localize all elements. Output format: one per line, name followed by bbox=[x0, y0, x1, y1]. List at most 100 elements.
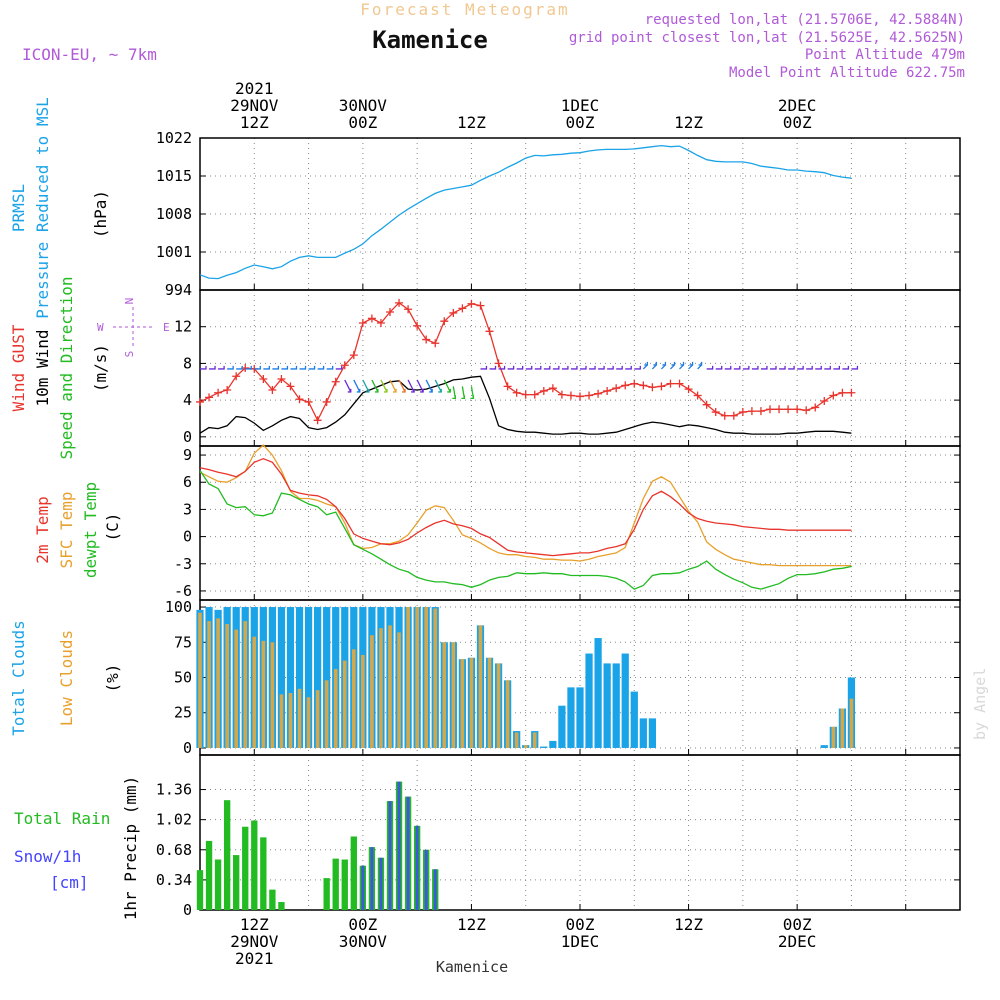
wind-direction-arrow bbox=[525, 365, 533, 370]
low-cloud-bar bbox=[523, 745, 528, 748]
gust-marker bbox=[367, 314, 376, 323]
gust-marker bbox=[557, 390, 566, 399]
temp-label: 2m Temp SFC Temp dewpt Temp bbox=[33, 482, 100, 578]
wind-direction-arrow bbox=[209, 365, 216, 370]
total-cloud-bar bbox=[603, 663, 611, 748]
rain-bar bbox=[242, 826, 249, 910]
gust-marker bbox=[521, 390, 530, 399]
snow-marker bbox=[397, 781, 401, 910]
time-label: 00Z bbox=[566, 113, 595, 132]
snow-marker bbox=[370, 847, 374, 910]
time-label: 12Z bbox=[457, 915, 486, 934]
wind-direction-arrow bbox=[461, 386, 466, 400]
y-tick-label: 4 bbox=[183, 391, 192, 409]
gust-marker bbox=[277, 375, 286, 384]
wind-direction-arrow bbox=[616, 365, 623, 370]
wind-direction-arrow bbox=[516, 365, 524, 370]
rain-bar bbox=[205, 840, 213, 910]
wind-direction-arrow bbox=[706, 365, 714, 370]
wind-direction-arrow bbox=[470, 386, 475, 400]
gust-marker bbox=[612, 384, 621, 393]
compass-n: N bbox=[123, 298, 136, 305]
panel-label: (m/s) bbox=[91, 344, 110, 392]
y-tick-label: 1008 bbox=[156, 205, 192, 223]
wind-direction-arrow bbox=[272, 365, 280, 370]
gust-marker bbox=[820, 397, 829, 406]
wind-label: Wind GUST 10m Wind Speed and Direction bbox=[9, 276, 76, 459]
wind-direction-arrow bbox=[815, 365, 822, 370]
low-cloud-bar bbox=[306, 697, 311, 748]
wind-direction-arrow bbox=[281, 365, 289, 370]
panel-label: Total Clouds bbox=[9, 620, 28, 736]
panel-label: dewpt Temp bbox=[81, 482, 100, 578]
compass-s: S bbox=[123, 351, 136, 358]
y-tick-label: -3 bbox=[174, 555, 192, 573]
wind-direction-arrow bbox=[625, 365, 632, 370]
wind-direction-arrow bbox=[724, 365, 732, 370]
wind-direction-arrow bbox=[806, 365, 813, 370]
wind-direction-arrow bbox=[326, 365, 334, 370]
gust-marker bbox=[811, 403, 820, 412]
rain-bar bbox=[350, 836, 357, 910]
low-cloud-bar bbox=[460, 659, 465, 748]
compass-cross bbox=[113, 307, 154, 348]
time-label: 00Z bbox=[348, 915, 377, 934]
panels: 994100110081015102204812-6-3036902550751… bbox=[156, 129, 961, 919]
rain-bar bbox=[251, 820, 258, 910]
gust-marker bbox=[458, 304, 467, 313]
wind-direction-arrow bbox=[245, 365, 252, 370]
wind-direction-arrow bbox=[290, 365, 298, 370]
footer-station: Kamenice bbox=[436, 958, 508, 976]
wind-direction-arrow bbox=[697, 361, 703, 370]
wind-direction-arrow bbox=[634, 365, 641, 370]
gust-marker bbox=[358, 319, 367, 328]
panel-label: 2m Temp bbox=[33, 496, 52, 563]
precip-panel: 0 0.34 0.68 1.02 1.36 bbox=[156, 754, 961, 919]
wind-direction-arrow bbox=[507, 365, 515, 370]
gust-marker bbox=[693, 391, 702, 400]
wind-direction-arrow bbox=[534, 365, 542, 370]
low-cloud-bar bbox=[388, 625, 392, 748]
snow-marker bbox=[361, 865, 365, 910]
rain-bar bbox=[260, 837, 267, 910]
wind-direction-arrow bbox=[842, 365, 850, 370]
time-label: 2021 bbox=[235, 79, 274, 98]
compass-rose: W E N S bbox=[97, 298, 170, 358]
wind-direction-arrow bbox=[380, 379, 388, 393]
rain-bar bbox=[278, 902, 285, 910]
gust-marker bbox=[331, 377, 340, 386]
total-cloud-bar bbox=[594, 638, 602, 748]
low-cloud-bar bbox=[243, 621, 248, 748]
gust-marker bbox=[322, 397, 331, 406]
y-tick-label: -6 bbox=[174, 582, 192, 600]
snow-marker bbox=[379, 857, 383, 910]
low-cloud-bar bbox=[216, 618, 220, 748]
low-cloud-bar bbox=[252, 636, 257, 748]
gust-marker bbox=[766, 405, 774, 414]
wind-direction-arrow bbox=[788, 365, 795, 370]
panel-label: Wind GUST bbox=[9, 324, 28, 411]
low-cloud-bar bbox=[352, 649, 356, 748]
wind-direction-arrow bbox=[833, 365, 840, 370]
gust-marker bbox=[747, 407, 756, 416]
wind-direction-arrow bbox=[543, 365, 551, 370]
precip-side-labels: Total Rain Snow/1h [cm] 1hr Precip (mm) bbox=[14, 776, 140, 921]
wind-panel: 0 4 8 12 bbox=[174, 289, 961, 447]
snow-marker bbox=[415, 825, 419, 910]
rain-bar bbox=[223, 800, 231, 910]
time-label: 12Z bbox=[457, 113, 486, 132]
model-label: ICON-EU, ~ 7km bbox=[22, 45, 157, 64]
wind-direction-arrow bbox=[299, 365, 307, 370]
gust-marker bbox=[485, 327, 494, 336]
total-cloud-bar bbox=[639, 718, 647, 748]
panel-label: Pressure Reduced to MSL bbox=[33, 97, 52, 319]
low-cloud-bar bbox=[469, 657, 474, 748]
low-cloud-bar bbox=[415, 607, 419, 748]
wind-direction-arrow bbox=[742, 365, 750, 370]
rain-bar bbox=[233, 855, 240, 910]
low-cloud-bar bbox=[279, 694, 284, 748]
wind-direction-arrow bbox=[561, 365, 569, 370]
time-label: 2DEC bbox=[778, 932, 817, 951]
gust-marker bbox=[702, 400, 711, 409]
